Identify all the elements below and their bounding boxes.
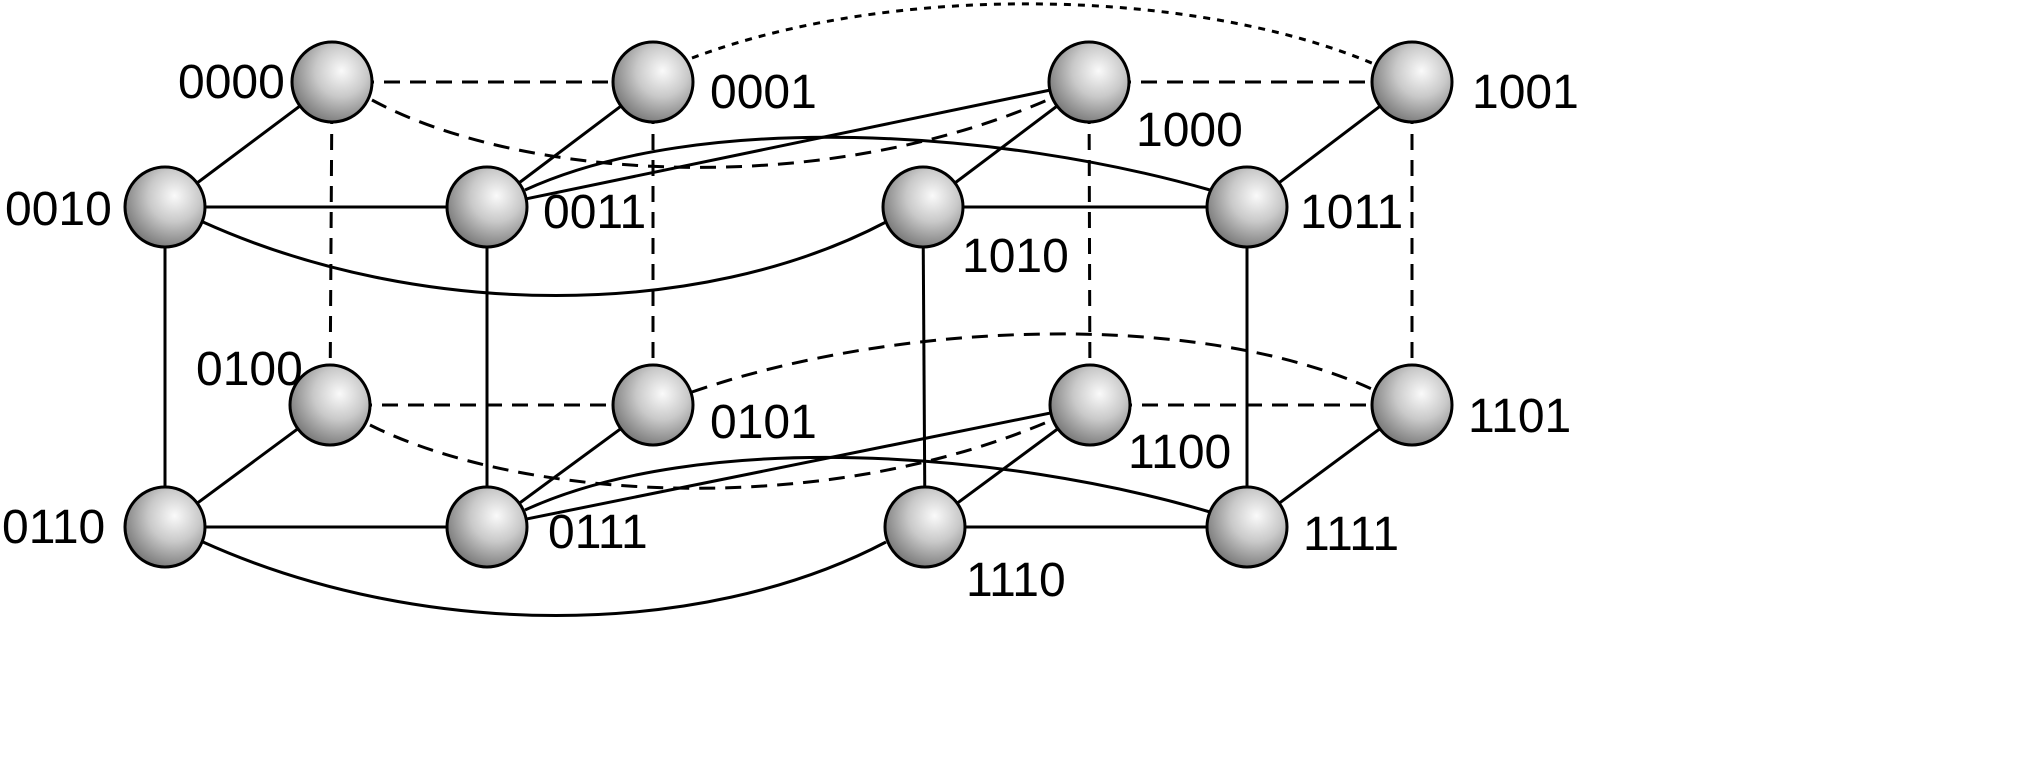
node-0010: 0010 bbox=[5, 165, 207, 249]
edge-0011-1011 bbox=[524, 135, 1211, 192]
node-0011: 0011 bbox=[445, 165, 646, 249]
node-ball bbox=[290, 40, 374, 124]
node-label: 1111 bbox=[1303, 508, 1399, 561]
node-0001: 0001 bbox=[611, 40, 817, 124]
node-1011: 1011 bbox=[1205, 165, 1403, 249]
node-ball bbox=[123, 165, 207, 249]
node-label: 1001 bbox=[1472, 66, 1579, 119]
edge-0000-0100 bbox=[328, 81, 334, 406]
node-ball bbox=[123, 485, 207, 569]
node-label: 0111 bbox=[548, 506, 648, 559]
node-ball bbox=[1370, 40, 1454, 124]
node-ball bbox=[1205, 485, 1289, 569]
edges-layer bbox=[163, 2, 1414, 617]
edge-1000-1100 bbox=[1087, 81, 1092, 406]
node-0110: 0110 bbox=[2, 485, 207, 569]
node-1010: 1010 bbox=[881, 165, 1069, 283]
node-label: 1101 bbox=[1468, 390, 1571, 443]
node-ball bbox=[883, 485, 967, 569]
node-1110: 1110 bbox=[883, 485, 1066, 607]
node-1100: 1100 bbox=[1048, 363, 1231, 479]
node-ball bbox=[611, 40, 695, 124]
node-1000: 1000 bbox=[1047, 40, 1243, 157]
edge-1010-1110 bbox=[921, 206, 927, 528]
node-ball bbox=[881, 165, 965, 249]
node-label: 0101 bbox=[710, 396, 817, 449]
edge-0111-1111 bbox=[524, 456, 1211, 514]
node-label: 0110 bbox=[2, 501, 105, 554]
node-0101: 0101 bbox=[611, 363, 817, 449]
node-label: 1100 bbox=[1128, 426, 1231, 479]
edge-0101-1101 bbox=[691, 332, 1375, 394]
node-ball bbox=[611, 363, 695, 447]
node-label: 0001 bbox=[710, 66, 817, 119]
node-ball bbox=[1205, 165, 1289, 249]
node-ball bbox=[445, 485, 529, 569]
node-label: 1011 bbox=[1300, 186, 1403, 239]
edge-1100-0111 bbox=[486, 403, 1091, 529]
node-0100: 0100 bbox=[196, 343, 372, 447]
node-ball bbox=[1047, 40, 1131, 124]
node-1001: 1001 bbox=[1370, 40, 1579, 124]
nodes-layer: 0000 0001 1000 1001 0010 0011 1010 1011 0100 0101… bbox=[2, 40, 1579, 607]
node-ball bbox=[1048, 363, 1132, 447]
node-label: 1000 bbox=[1136, 104, 1243, 157]
node-label: 0010 bbox=[5, 183, 112, 236]
node-label: 1110 bbox=[966, 554, 1066, 607]
node-label: 0011 bbox=[543, 186, 646, 239]
edge-0010-1010 bbox=[202, 220, 887, 297]
node-ball bbox=[288, 363, 372, 447]
edge-0110-1110 bbox=[202, 540, 887, 617]
node-0111: 0111 bbox=[445, 485, 648, 569]
node-1111: 1111 bbox=[1205, 485, 1399, 569]
edge-1000-0011 bbox=[486, 80, 1090, 209]
node-0000: 0000 bbox=[178, 40, 374, 124]
node-1101: 1101 bbox=[1370, 363, 1571, 447]
node-ball bbox=[445, 165, 529, 249]
node-label: 0100 bbox=[196, 343, 303, 396]
node-ball bbox=[1370, 363, 1454, 447]
node-label: 0000 bbox=[178, 56, 285, 109]
node-label: 1010 bbox=[962, 230, 1069, 283]
